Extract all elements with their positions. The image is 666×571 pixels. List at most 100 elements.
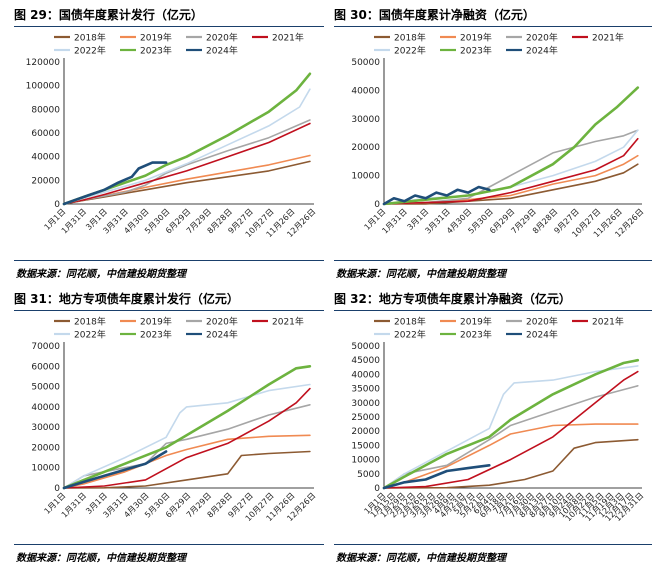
source-rule (14, 544, 324, 545)
legend-label-2023: 2023年 (140, 329, 172, 341)
y-tick-label: 10000 (31, 464, 60, 474)
y-tick-label: 40000 (351, 86, 380, 96)
legend-label-2021: 2021年 (272, 32, 304, 44)
source-note: 数据来源：同花顺，中信建投期货整理 (16, 553, 186, 564)
chart-special-bond-issuance: 2018年 2019年 2020年 2021年 2022年 2023年 2024年 0 1000… (31, 316, 317, 524)
chart-title: 图 30：国债年度累计净融资（亿元） (334, 8, 535, 22)
y-tick-label: 60000 (31, 362, 60, 372)
source-rule (334, 544, 652, 545)
series-line-2020 (63, 404, 311, 489)
y-tick-label: 25000 (351, 413, 380, 423)
legend-label-2024: 2024年 (526, 329, 558, 341)
chart-title: 图 31：地方专项债年度累计发行（亿元） (14, 292, 239, 306)
y-tick-label: 10000 (351, 172, 380, 182)
source-note: 数据来源：同花顺，中信建投期货整理 (336, 553, 506, 564)
y-tick-label: 0 (374, 484, 380, 494)
chart-treasury-issuance: 2018年 2019年 2020年 2021年 2022年 2023年 2024年 0 2000… (26, 32, 318, 240)
legend-label-2023: 2023年 (460, 45, 492, 57)
series-line-2018 (63, 450, 311, 489)
series-line-2018 (383, 163, 639, 205)
series-line-2019 (63, 434, 311, 489)
y-tick-label: 5000 (357, 470, 380, 480)
legend-label-2018: 2018年 (74, 316, 106, 328)
series-line-2019 (383, 423, 639, 489)
legend-label-2019: 2019年 (460, 316, 492, 328)
panel-special-bond-net-financing: 图 32：地方专项债年度累计净融资（亿元） 2018年 2019年 2020年 202… (334, 290, 652, 566)
legend-label-2023: 2023年 (460, 329, 492, 341)
legend-label-2019: 2019年 (140, 32, 172, 44)
title-rule (14, 26, 324, 27)
legend-label-2023: 2023年 (140, 45, 172, 57)
legend-label-2022: 2022年 (74, 45, 106, 57)
source-rule (14, 260, 324, 261)
chart-special-bond-net-financing: 2018年 2019年 2020年 2021年 2022年 2023年 2024年 0 5000… (351, 316, 645, 524)
y-tick-label: 0 (374, 200, 380, 210)
y-tick-label: 60000 (31, 129, 60, 139)
series-line-2021 (383, 370, 639, 489)
y-tick-label: 15000 (351, 441, 380, 451)
series-line-2023 (62, 365, 312, 490)
y-tick-label: 40000 (351, 370, 380, 380)
y-tick-label: 30000 (351, 115, 380, 125)
y-tick-label: 30000 (351, 399, 380, 409)
legend-label-2018: 2018年 (394, 32, 426, 44)
legend-label-2020: 2020年 (206, 316, 238, 328)
legend-label-2020: 2020年 (526, 316, 558, 328)
panel-treasury-issuance: 图 29：国债年度累计发行（亿元） 2018年 2019年 2020年 2021年 20… (14, 6, 324, 282)
y-tick-label: 40000 (31, 153, 60, 163)
series-line-2023 (382, 358, 640, 490)
source-note: 数据来源：同花顺，中信建投期货整理 (16, 269, 186, 280)
legend-label-2022: 2022年 (74, 329, 106, 341)
series-line-2024 (62, 161, 168, 206)
legend-label-2024: 2024年 (206, 45, 238, 57)
y-tick-label: 100000 (26, 82, 61, 92)
series-line-2024 (382, 185, 491, 206)
y-tick-label: 20000 (31, 443, 60, 453)
series-line-2022 (63, 88, 311, 205)
y-tick-label: 30000 (31, 423, 60, 433)
y-tick-label: 70000 (31, 342, 60, 352)
legend-label-2021: 2021年 (272, 316, 304, 328)
series-line-2020 (383, 385, 639, 489)
legend-label-2024: 2024年 (526, 45, 558, 57)
legend-label-2018: 2018年 (394, 316, 426, 328)
source-rule (334, 260, 652, 261)
series-line-2022 (383, 365, 639, 489)
y-tick-label: 20000 (351, 143, 380, 153)
y-tick-label: 45000 (351, 356, 380, 366)
source-note: 数据来源：同花顺，中信建投期货整理 (336, 269, 506, 280)
legend-label-2024: 2024年 (206, 329, 238, 341)
series-line-2023 (382, 86, 640, 206)
legend-label-2022: 2022年 (394, 45, 426, 57)
series-line-2021 (383, 137, 639, 205)
y-tick-label: 20000 (31, 176, 60, 186)
chart-title: 图 32：地方专项债年度累计净融资（亿元） (334, 292, 571, 306)
series-line-2018 (63, 160, 311, 205)
title-rule (14, 310, 324, 311)
series-line-2021 (63, 387, 311, 489)
y-tick-label: 20000 (351, 427, 380, 437)
panel-treasury-net-financing: 图 30：国债年度累计净融资（亿元） 2018年 2019年 2020年 2021年 2… (334, 6, 652, 282)
chart-title: 图 29：国债年度累计发行（亿元） (14, 8, 203, 22)
y-tick-label: 0 (54, 200, 60, 210)
legend-label-2019: 2019年 (140, 316, 172, 328)
series-line-2023 (62, 72, 312, 206)
legend-label-2020: 2020年 (526, 32, 558, 44)
y-tick-label: 0 (54, 484, 60, 494)
series-line-2020 (63, 119, 311, 205)
y-tick-label: 50000 (351, 58, 380, 68)
legend-label-2020: 2020年 (206, 32, 238, 44)
series-line-2020 (383, 129, 639, 205)
y-tick-label: 50000 (31, 383, 60, 393)
chart-treasury-net-financing: 2018年 2019年 2020年 2021年 2022年 2023年 2024年 0 1000… (351, 32, 645, 240)
series-line-2018 (383, 438, 639, 489)
title-rule (334, 310, 652, 311)
legend-label-2018: 2018年 (74, 32, 106, 44)
series-line-2024 (382, 464, 491, 490)
panel-special-bond-issuance: 图 31：地方专项债年度累计发行（亿元） 2018年 2019年 2020年 2021… (14, 290, 324, 566)
legend-label-2019: 2019年 (460, 32, 492, 44)
y-tick-label: 80000 (31, 105, 60, 115)
y-tick-label: 40000 (31, 403, 60, 413)
series-line-2024 (62, 450, 168, 490)
y-tick-label: 120000 (26, 58, 61, 68)
